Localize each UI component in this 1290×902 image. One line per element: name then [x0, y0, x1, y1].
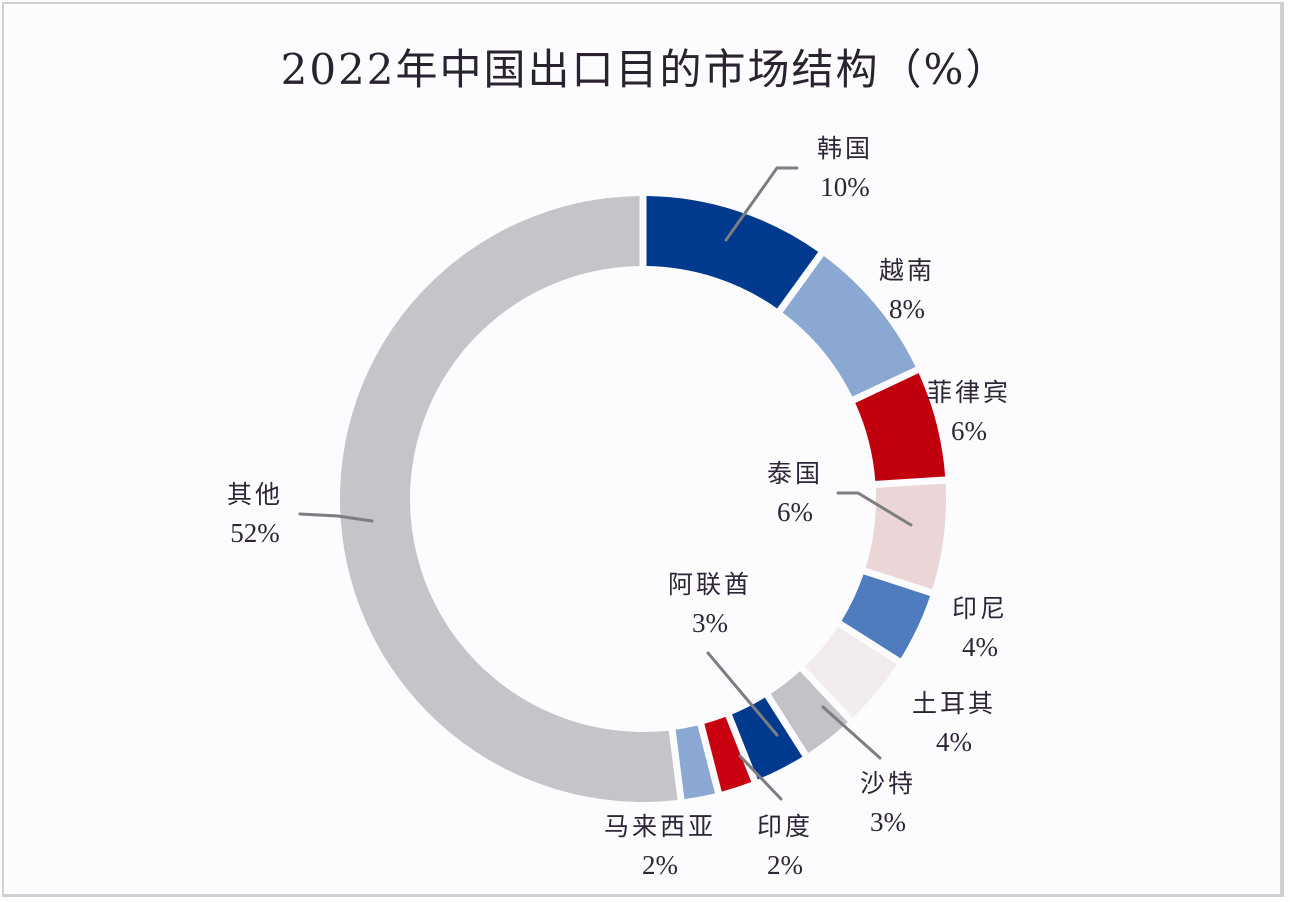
label-value: 2%	[642, 850, 678, 880]
slice-沙特	[770, 671, 848, 753]
label-name: 沙特	[859, 769, 916, 798]
label-value: 4%	[962, 632, 998, 662]
leader-line-saudi	[821, 705, 882, 760]
label-india: 印度 2%	[735, 808, 835, 884]
label-saudi: 沙特 3%	[838, 765, 938, 841]
label-value: 3%	[870, 807, 906, 837]
label-philippines: 菲律宾 6%	[914, 374, 1024, 450]
label-value: 10%	[820, 172, 870, 202]
label-value: 52%	[230, 518, 280, 548]
label-korea: 韩国 10%	[800, 130, 890, 206]
label-value: 3%	[692, 608, 728, 638]
slice-越南	[782, 255, 916, 397]
leader-line-thailand	[836, 491, 913, 527]
slice-印尼	[841, 574, 931, 659]
label-value: 6%	[777, 497, 813, 527]
label-name: 印尼	[951, 594, 1008, 623]
label-value: 2%	[767, 850, 803, 880]
label-name: 马来西亚	[603, 812, 716, 841]
slice-其他	[340, 196, 678, 802]
label-vietnam: 越南 8%	[862, 252, 952, 328]
label-name: 韩国	[816, 134, 873, 163]
label-value: 6%	[951, 416, 987, 446]
label-name: 其他	[226, 480, 283, 509]
label-name: 土耳其	[911, 689, 996, 718]
label-value: 8%	[889, 294, 925, 324]
slice-土耳其	[805, 626, 897, 718]
leader-line-india	[738, 754, 783, 801]
slice-阿联酋	[732, 697, 803, 780]
slice-韩国	[646, 196, 819, 309]
label-indonesia: 印尼 4%	[930, 590, 1030, 666]
leader-line-other	[298, 512, 374, 523]
leader-line-korea	[724, 166, 799, 242]
leader-lines	[298, 166, 913, 801]
label-name: 越南	[878, 256, 935, 285]
slice-菲律宾	[855, 373, 946, 481]
slice-泰国	[865, 483, 946, 590]
label-value: 4%	[936, 727, 972, 757]
label-name: 菲律宾	[926, 378, 1011, 407]
label-uae: 阿联酋 3%	[650, 566, 770, 642]
label-name: 阿联酋	[667, 570, 752, 599]
leader-line-uae	[706, 651, 779, 737]
label-turkey: 土耳其 4%	[894, 685, 1014, 761]
chart-title: 2022年中国出口目的市场结构（%）	[280, 45, 1010, 94]
label-thailand: 泰国 6%	[745, 455, 845, 531]
donut-slices	[340, 196, 946, 802]
label-other: 其他 52%	[210, 476, 300, 552]
label-name: 印度	[756, 812, 813, 841]
label-malaysia: 马来西亚 2%	[590, 808, 730, 884]
slice-印度	[704, 716, 752, 792]
label-name: 泰国	[766, 459, 823, 488]
slice-马来西亚	[675, 725, 715, 800]
